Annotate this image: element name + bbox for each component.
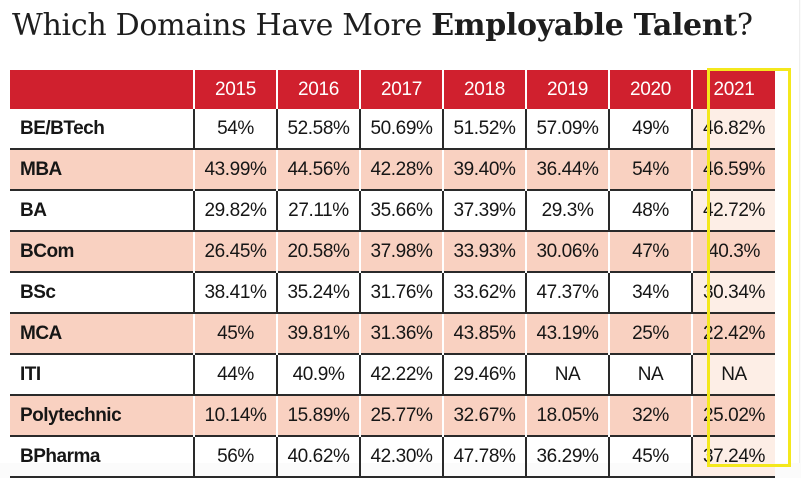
- table-cell: NA: [691, 353, 775, 395]
- table-cell: 10.14%: [193, 394, 277, 436]
- table-cell: 38.41%: [193, 271, 277, 313]
- table-cell: 37.39%: [442, 189, 526, 231]
- table-cell: 47.78%: [442, 435, 526, 478]
- table-row: BSc 38.41% 35.24% 31.76% 33.62% 47.37% 34% 30.3…: [10, 271, 775, 313]
- table-cell: 56%: [193, 435, 277, 478]
- table-cell: 40.3%: [691, 230, 775, 272]
- column-header-2016: 2016: [276, 70, 360, 109]
- table-cell: 29.46%: [442, 353, 526, 395]
- table-cell: 33.62%: [442, 271, 526, 313]
- table-row: BE/BTech 54% 52.58% 50.69% 51.52% 57.09% 49% 46…: [10, 109, 775, 149]
- table-cell: 22.42%: [691, 312, 775, 354]
- table-cell: 31.36%: [359, 312, 443, 354]
- title-regular: Which Domains Have More: [12, 8, 432, 43]
- table-cell: 20.58%: [276, 230, 360, 272]
- table-cell: 26.45%: [193, 230, 277, 272]
- table-cell: 57.09%: [525, 109, 609, 149]
- header-row: 2015 2016 2017 2018 2019 2020 2021: [10, 70, 775, 109]
- table-row: BPharma 56% 40.62% 42.30% 47.78% 36.29% 45% 37.…: [10, 435, 775, 478]
- table-row: Polytechnic 10.14% 15.89% 25.77% 32.67% 18.05…: [10, 394, 775, 436]
- page-title: Which Domains Have More Employable Talen…: [12, 8, 753, 43]
- table-cell: 25.77%: [359, 394, 443, 436]
- table-cell: 40.9%: [276, 353, 360, 395]
- table-cell: 40.62%: [276, 435, 360, 478]
- column-header-2017: 2017: [359, 70, 443, 109]
- title-suffix: ?: [736, 8, 753, 43]
- row-label: BPharma: [10, 435, 194, 478]
- row-label: MBA: [10, 148, 194, 190]
- table-cell: 35.66%: [359, 189, 443, 231]
- table-cell: NA: [608, 353, 692, 395]
- column-header-2015: 2015: [193, 70, 277, 109]
- row-label: BSc: [10, 271, 194, 313]
- table-body: BE/BTech 54% 52.58% 50.69% 51.52% 57.09% 49% 46…: [10, 109, 775, 478]
- table-cell: 42.22%: [359, 353, 443, 395]
- table-cell: 54%: [608, 148, 692, 190]
- table-cell: 32%: [608, 394, 692, 436]
- table-cell: 51.52%: [442, 109, 526, 149]
- table-cell: 33.93%: [442, 230, 526, 272]
- header-corner: [10, 70, 194, 109]
- column-header-2021: 2021: [691, 70, 775, 109]
- table-cell: NA: [525, 353, 609, 395]
- table-cell: 39.81%: [276, 312, 360, 354]
- row-label: MCA: [10, 312, 194, 354]
- table-cell: 30.34%: [691, 271, 775, 313]
- table-row: BA 29.82% 27.11% 35.66% 37.39% 29.3% 48% 42.72%: [10, 189, 775, 231]
- row-label: BE/BTech: [20, 117, 105, 139]
- table-cell: 45%: [608, 435, 692, 478]
- table-cell: 45%: [193, 312, 277, 354]
- table-row: ITI 44% 40.9% 42.22% 29.46% NA NA NA: [10, 353, 775, 395]
- table-cell: 25.02%: [691, 394, 775, 436]
- row-label: Polytechnic: [10, 394, 194, 436]
- table-cell: 42.28%: [359, 148, 443, 190]
- table-cell: 37.98%: [359, 230, 443, 272]
- table-cell: 42.30%: [359, 435, 443, 478]
- table-cell: 50.69%: [359, 109, 443, 149]
- table-cell: 52.58%: [276, 109, 360, 149]
- table-cell: 46.59%: [691, 148, 775, 190]
- title-bold: Employable Talent: [431, 8, 737, 43]
- table-cell: 47.37%: [525, 271, 609, 313]
- table-cell: 32.67%: [442, 394, 526, 436]
- table-cell: 42.72%: [691, 189, 775, 231]
- column-header-2020: 2020: [608, 70, 692, 109]
- table-cell: 48%: [608, 189, 692, 231]
- column-header-2019: 2019: [525, 70, 609, 109]
- table-cell: 47%: [608, 230, 692, 272]
- column-header-2018: 2018: [442, 70, 526, 109]
- table-cell: 27.11%: [276, 189, 360, 231]
- table-cell: 43.85%: [442, 312, 526, 354]
- table-cell: 31.76%: [359, 271, 443, 313]
- table-cell: 43.99%: [193, 148, 277, 190]
- row-label: BCom: [10, 230, 194, 272]
- table-row: MCA 45% 39.81% 31.36% 43.85% 43.19% 25% 22.42%: [10, 312, 775, 354]
- table-cell: 49%: [608, 109, 692, 149]
- table-cell: 15.89%: [276, 394, 360, 436]
- table-cell: 54%: [193, 109, 277, 149]
- table-cell: 44%: [193, 353, 277, 395]
- table-row: BCom 26.45% 20.58% 37.98% 33.93% 30.06% 47% 40.…: [10, 230, 775, 272]
- table-cell: 37.24%: [691, 435, 775, 478]
- table-cell: 30.06%: [525, 230, 609, 272]
- table-cell: 46.82%: [691, 109, 775, 149]
- table-cell: 25%: [608, 312, 692, 354]
- table-cell: 29.3%: [525, 189, 609, 231]
- table-cell: 39.40%: [442, 148, 526, 190]
- row-label: ITI: [10, 353, 194, 395]
- table-cell: 36.44%: [525, 148, 609, 190]
- table-cell: 29.82%: [193, 189, 277, 231]
- employability-table: 2015 2016 2017 2018 2019 2020 2021 BE/BTech 54%…: [10, 70, 775, 478]
- table-cell: 36.29%: [525, 435, 609, 478]
- table-cell: 18.05%: [525, 394, 609, 436]
- table-row: MBA 43.99% 44.56% 42.28% 39.40% 36.44% 54% 46.5…: [10, 148, 775, 190]
- table-cell: 44.56%: [276, 148, 360, 190]
- table-cell: 35.24%: [276, 271, 360, 313]
- table-cell: 43.19%: [525, 312, 609, 354]
- row-label: BA: [10, 189, 194, 231]
- table-cell: 34%: [608, 271, 692, 313]
